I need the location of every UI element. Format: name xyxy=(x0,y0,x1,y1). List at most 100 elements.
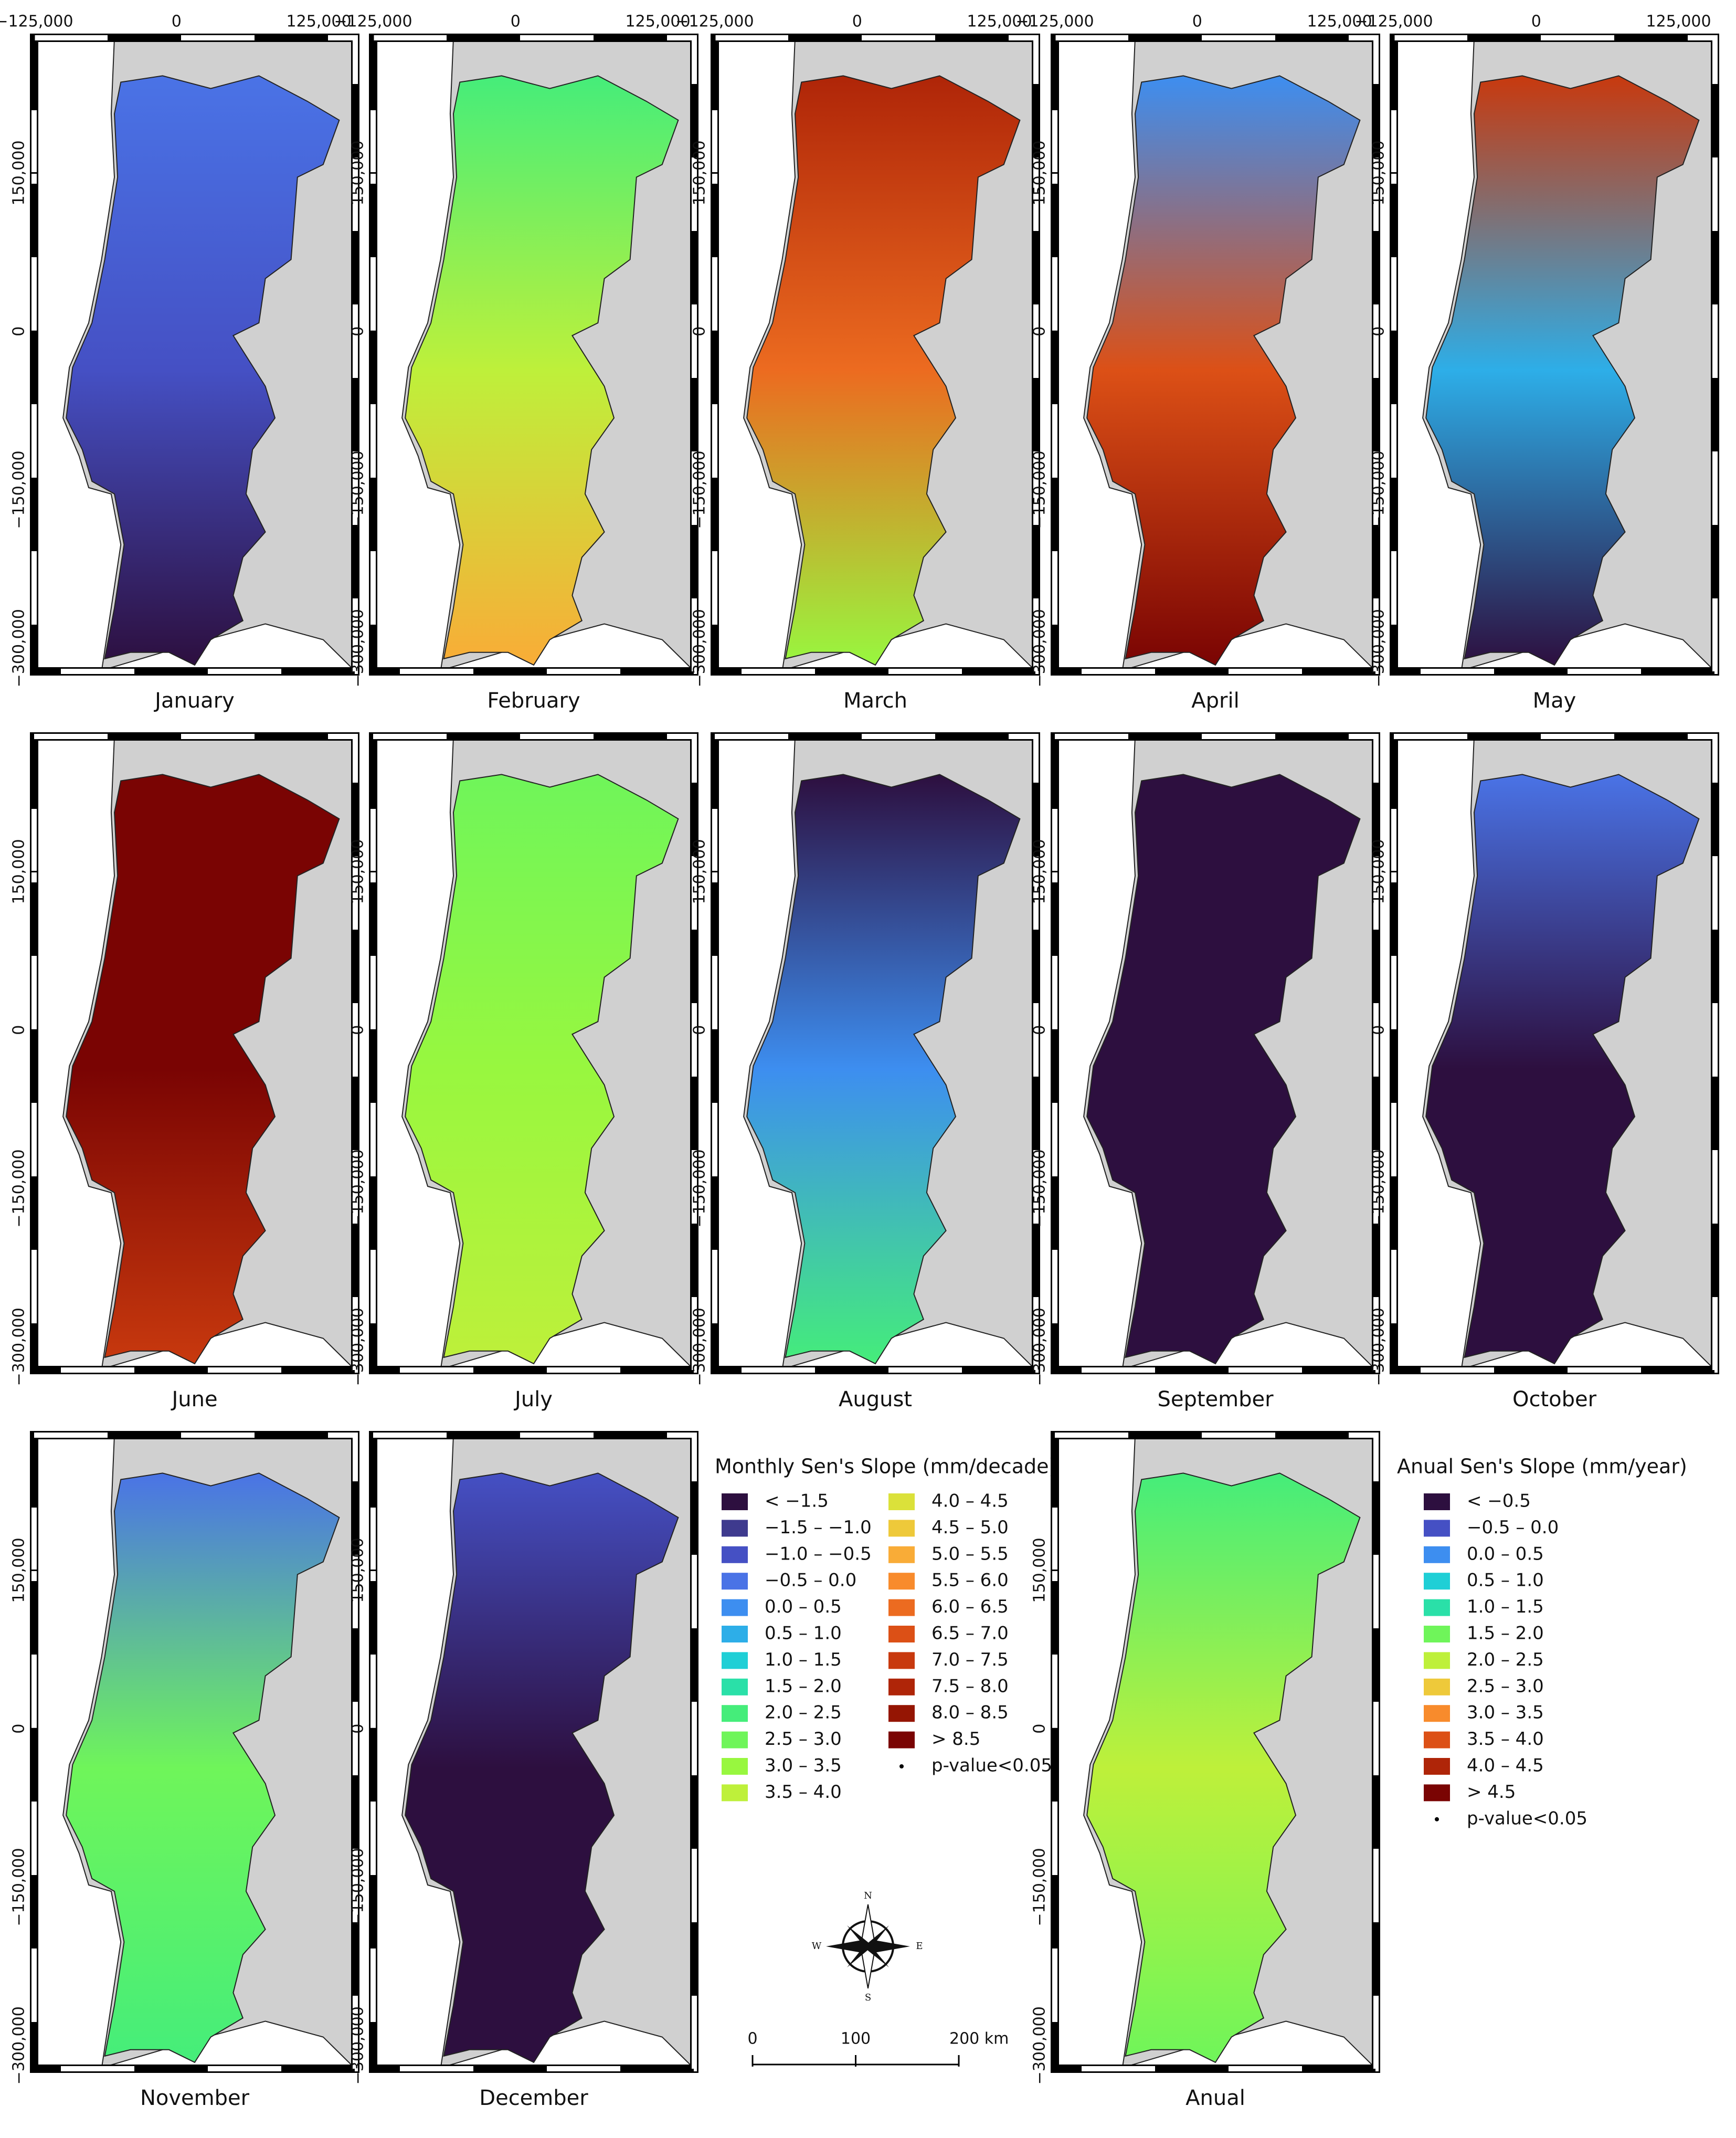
y-tick-label: −150,000 xyxy=(1370,1149,1388,1227)
frame-dash xyxy=(371,1433,697,2071)
country-raster xyxy=(66,1472,340,2063)
y-tick-label: −300,000 xyxy=(1031,2006,1049,2084)
y-tick-label: −150,000 xyxy=(349,1848,367,1926)
legend-label: 3.5 – 4.0 xyxy=(765,1782,842,1803)
compass: N E S W xyxy=(812,1890,923,2003)
x-tick-label: −125,000 xyxy=(334,13,412,31)
y-tick-label: 0 xyxy=(1370,1025,1388,1035)
panel-label: June xyxy=(170,1387,217,1412)
country-raster xyxy=(1425,75,1700,666)
legend-swatch xyxy=(722,1731,748,1749)
legend-title: Anual Sen's Slope (mm/year) xyxy=(1397,1455,1687,1478)
legend-swatch xyxy=(722,1626,748,1642)
legend-swatch xyxy=(722,1546,748,1563)
legend-label: −1.0 – −0.5 xyxy=(765,1543,872,1564)
frame-dash xyxy=(371,734,697,1373)
frame-dash xyxy=(31,35,358,674)
legend-label: 4.0 – 4.5 xyxy=(931,1491,1009,1512)
legend-swatch xyxy=(888,1731,915,1749)
y-tick-label: 0 xyxy=(1031,327,1049,336)
x-tick-label: 0 xyxy=(511,13,521,31)
y-tick-label: 150,000 xyxy=(349,1537,367,1603)
legend-label: 3.5 – 4.0 xyxy=(1467,1729,1544,1750)
y-tick-label: −300,000 xyxy=(691,1308,709,1386)
legend-label: p-value<0.05 xyxy=(1467,1808,1587,1829)
scale-label: 100 xyxy=(841,2030,871,2048)
panel-label: February xyxy=(487,689,580,713)
frame-dash xyxy=(712,35,1039,674)
legend-label: 2.5 – 3.0 xyxy=(765,1729,842,1750)
y-tick-label: 150,000 xyxy=(1370,140,1388,205)
legend-label: 5.0 – 5.5 xyxy=(931,1543,1009,1564)
y-tick-label: 0 xyxy=(10,1724,28,1734)
frame-dash xyxy=(371,35,697,674)
x-tick-label: 125,000 xyxy=(967,13,1032,31)
compass-w: W xyxy=(812,1941,822,1952)
country-raster xyxy=(746,75,1021,666)
sea xyxy=(34,1435,122,2069)
legend-title: Monthly Sen's Slope (mm/decade) xyxy=(715,1455,1056,1478)
frame-dash xyxy=(1052,1433,1379,2071)
legend-swatch xyxy=(1424,1599,1450,1616)
panel-label: September xyxy=(1157,1387,1274,1412)
legend-swatch xyxy=(888,1705,915,1722)
y-tick-label: 0 xyxy=(691,327,709,336)
x-tick-label: 0 xyxy=(172,13,182,31)
country-raster xyxy=(1425,774,1700,1365)
legend-label: 0.5 – 1.0 xyxy=(765,1623,842,1644)
legend-label: 1.5 – 2.0 xyxy=(1467,1623,1544,1644)
legend-label: 7.0 – 7.5 xyxy=(931,1649,1009,1670)
sea xyxy=(373,1435,461,2069)
y-tick-label: −300,000 xyxy=(10,1308,28,1386)
legend-label: 0.0 – 0.5 xyxy=(1467,1543,1544,1564)
frame-dash xyxy=(1391,35,1718,674)
legend-swatch xyxy=(722,1573,748,1590)
compass-s: S xyxy=(865,1992,871,2003)
legend-label: 7.5 – 8.0 xyxy=(931,1676,1009,1697)
legend-swatch xyxy=(722,1599,748,1616)
y-tick-label: −150,000 xyxy=(1031,1848,1049,1926)
country-raster xyxy=(746,774,1021,1365)
country-raster xyxy=(405,1472,679,2063)
map-panel: March −125,000 0 125,000 150,000 0 −150,000 −30… xyxy=(675,13,1040,713)
legend-swatch xyxy=(722,1520,748,1537)
panel-label: May xyxy=(1533,689,1576,713)
legend-swatch xyxy=(722,1678,748,1695)
legend-label: 1.0 – 1.5 xyxy=(1467,1596,1544,1617)
map-panel: October 150,000 0 −150,000 −300,000 xyxy=(1370,732,1719,1412)
map-panel: May −125,000 0 125,000 150,000 0 −150,000 −300,… xyxy=(1354,13,1719,713)
compass-e: E xyxy=(916,1941,923,1952)
map-panel: January −125,000 0 125,000 150,000 0 −150,000 −… xyxy=(0,13,359,713)
y-tick-label: 150,000 xyxy=(1031,839,1049,904)
legend-swatch xyxy=(888,1626,915,1642)
legend-swatch xyxy=(1424,1731,1450,1749)
y-tick-label: 150,000 xyxy=(1031,140,1049,205)
y-tick-label: −150,000 xyxy=(1031,450,1049,529)
y-tick-label: 0 xyxy=(349,327,367,336)
legend-label: 3.0 – 3.5 xyxy=(765,1755,842,1776)
legend-swatch xyxy=(722,1784,748,1802)
x-tick-label: 125,000 xyxy=(287,13,352,31)
map-panel: September 150,000 0 −150,000 −300,000 xyxy=(1031,732,1380,1412)
compass-n: N xyxy=(864,1890,872,1901)
y-tick-label: −300,000 xyxy=(10,2006,28,2084)
y-tick-label: 0 xyxy=(349,1025,367,1035)
y-tick-label: −300,000 xyxy=(349,609,367,687)
y-tick-label: 150,000 xyxy=(10,839,28,904)
frame-dash xyxy=(31,1433,358,2071)
legend-swatch xyxy=(1424,1626,1450,1642)
y-tick-label: −150,000 xyxy=(10,1848,28,1926)
panel-label: July xyxy=(513,1387,553,1412)
y-tick-label: −150,000 xyxy=(1031,1149,1049,1227)
legend-swatch xyxy=(1424,1520,1450,1537)
y-tick-label: −150,000 xyxy=(10,1149,28,1227)
y-tick-label: 150,000 xyxy=(349,839,367,904)
legend-label: 2.5 – 3.0 xyxy=(1467,1676,1544,1697)
legend-label: < −1.5 xyxy=(765,1491,829,1512)
x-tick-label: 125,000 xyxy=(1307,13,1372,31)
y-tick-label: 150,000 xyxy=(10,140,28,205)
map-panel: November 150,000 0 −150,000 −300,000 xyxy=(10,1431,359,2110)
x-tick-label: 125,000 xyxy=(1646,13,1711,31)
sea xyxy=(714,736,802,1371)
panel-label: March xyxy=(843,689,907,713)
